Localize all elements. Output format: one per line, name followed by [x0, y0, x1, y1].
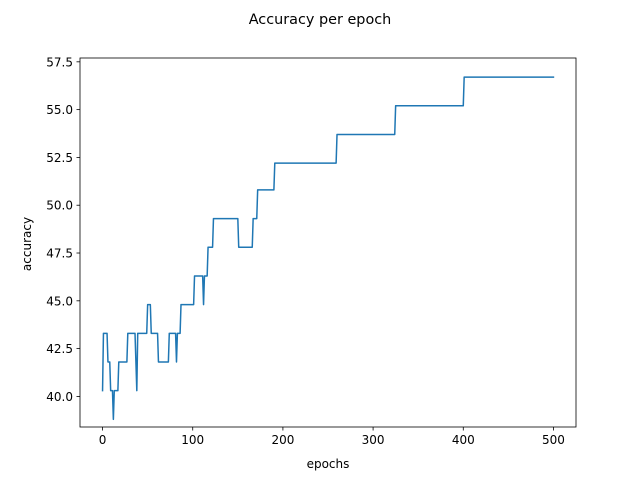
x-tick-label: 300: [362, 433, 385, 447]
x-tick-label: 500: [542, 433, 565, 447]
x-tick-label: 200: [271, 433, 294, 447]
y-tick-label: 40.0: [46, 390, 73, 404]
x-tick-label: 0: [99, 433, 107, 447]
plot-area: 0 100 200 300 400 500 40.0 42.5 45.0 47.5 50.0 52.5…: [46, 55, 577, 447]
y-tick-label: 42.5: [46, 342, 73, 356]
y-axis-title: accuracy: [20, 217, 34, 271]
y-tick-label: 45.0: [46, 294, 73, 308]
x-axis-title: epochs: [307, 457, 350, 471]
y-tick-label: 50.0: [46, 199, 73, 213]
y-tick-label: 52.5: [46, 151, 73, 165]
x-tick-label: 400: [452, 433, 475, 447]
chart-title: Accuracy per epoch: [249, 12, 392, 28]
y-tick-label: 55.0: [46, 103, 73, 117]
y-tick-label: 47.5: [46, 247, 73, 261]
y-tick-label: 57.5: [46, 55, 73, 69]
x-tick-label: 100: [181, 433, 204, 447]
series-line-1: [101, 76, 555, 421]
axes-frame: [79, 57, 577, 428]
